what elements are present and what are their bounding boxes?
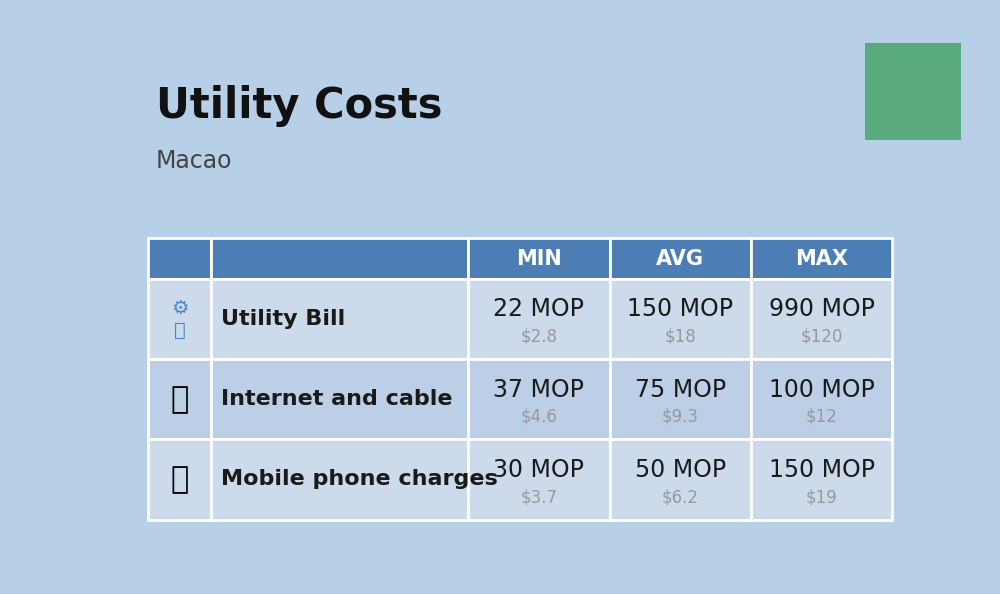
Text: 100 MOP: 100 MOP — [769, 378, 874, 402]
Text: $9.3: $9.3 — [662, 408, 699, 426]
Text: 22 MOP: 22 MOP — [493, 298, 584, 321]
Text: 150 MOP: 150 MOP — [627, 298, 733, 321]
Text: $12: $12 — [806, 408, 838, 426]
Bar — [610, 359, 751, 440]
Text: 50 MOP: 50 MOP — [635, 458, 726, 482]
Text: 150 MOP: 150 MOP — [769, 458, 875, 482]
Bar — [751, 440, 892, 520]
Text: $4.6: $4.6 — [520, 408, 557, 426]
Bar — [610, 238, 751, 279]
Text: Utility Costs: Utility Costs — [156, 85, 442, 127]
Bar — [751, 359, 892, 440]
Text: $120: $120 — [800, 328, 843, 346]
Text: 30 MOP: 30 MOP — [493, 458, 584, 482]
Text: 📡: 📡 — [171, 385, 189, 414]
Text: Mobile phone charges: Mobile phone charges — [221, 469, 498, 489]
Text: $6.2: $6.2 — [662, 488, 699, 506]
Bar — [610, 440, 751, 520]
Bar — [751, 238, 892, 279]
Text: 990 MOP: 990 MOP — [769, 298, 875, 321]
Bar — [468, 440, 610, 520]
Bar — [211, 440, 468, 520]
Text: AVG: AVG — [656, 249, 704, 268]
Text: $2.8: $2.8 — [520, 328, 557, 346]
Bar — [468, 359, 610, 440]
Circle shape — [904, 83, 922, 108]
Ellipse shape — [919, 91, 935, 110]
Bar — [148, 279, 211, 359]
Text: Internet and cable: Internet and cable — [221, 389, 452, 409]
Text: 37 MOP: 37 MOP — [493, 378, 584, 402]
Text: ⚙
🔌: ⚙ 🔌 — [171, 299, 189, 340]
Bar — [468, 238, 610, 279]
Text: Macao: Macao — [156, 149, 232, 173]
Text: Utility Bill: Utility Bill — [221, 309, 345, 329]
Text: $18: $18 — [664, 328, 696, 346]
Text: 75 MOP: 75 MOP — [635, 378, 726, 402]
Text: MAX: MAX — [795, 249, 848, 268]
Bar — [751, 279, 892, 359]
Ellipse shape — [919, 81, 930, 100]
Text: MIN: MIN — [516, 249, 562, 268]
Text: $3.7: $3.7 — [520, 488, 557, 506]
Ellipse shape — [902, 95, 924, 115]
Bar — [211, 279, 468, 359]
Bar — [148, 359, 211, 440]
Bar — [468, 279, 610, 359]
Bar — [610, 279, 751, 359]
Ellipse shape — [891, 91, 907, 110]
Ellipse shape — [896, 81, 907, 100]
Text: $19: $19 — [806, 488, 837, 506]
Bar — [148, 238, 211, 279]
Bar — [148, 440, 211, 520]
Bar — [211, 238, 468, 279]
Bar — [211, 359, 468, 440]
Text: 📱: 📱 — [171, 465, 189, 494]
